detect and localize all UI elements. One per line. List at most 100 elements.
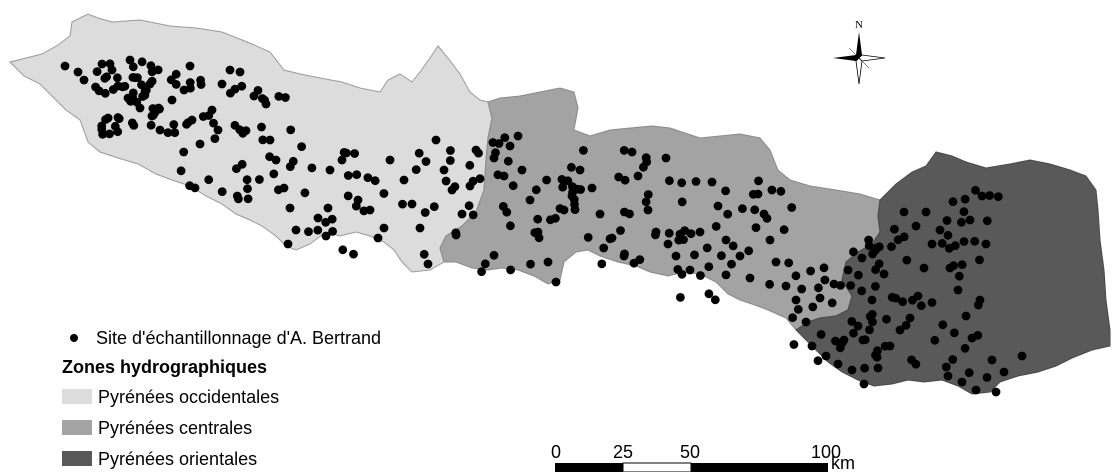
- sampling-site-dot: [129, 121, 139, 130]
- sampling-site-dot: [155, 125, 165, 135]
- sampling-site-dot: [185, 61, 195, 71]
- sampling-site-dot: [101, 115, 110, 124]
- sampling-site-dot: [820, 275, 830, 285]
- sampling-site-dot: [849, 328, 858, 338]
- sampling-site-dot: [373, 233, 383, 243]
- sampling-site-dot: [938, 320, 948, 330]
- sampling-site-dot: [663, 239, 673, 249]
- scale-unit: km: [831, 453, 855, 472]
- sampling-site-dot: [999, 367, 1009, 377]
- sampling-site-dot: [887, 292, 897, 302]
- sampling-site-dot: [977, 191, 987, 201]
- sampling-site-dot: [480, 259, 490, 269]
- sampling-site-dot: [505, 141, 515, 151]
- sampling-site-dot: [911, 359, 921, 369]
- sampling-site-dot: [686, 229, 696, 239]
- sampling-site-dot: [323, 203, 333, 213]
- sampling-site-dot: [583, 233, 593, 242]
- legend-orientales-label: Pyrénées orientales: [98, 448, 258, 469]
- sampling-site-dot: [105, 59, 115, 69]
- sampling-site-dot: [970, 236, 980, 246]
- sampling-site-dot: [235, 67, 245, 77]
- sampling-site-dot: [128, 88, 138, 98]
- swatch-centrales: [62, 420, 92, 435]
- sampling-site-dot: [415, 223, 425, 233]
- sampling-site-dot: [713, 201, 723, 211]
- sampling-site-dot: [297, 142, 306, 152]
- sampling-site-dot: [982, 373, 992, 382]
- sampling-site-dot: [113, 113, 123, 122]
- sampling-site-dot: [833, 359, 843, 369]
- sampling-site-dot: [551, 213, 560, 223]
- sampling-site-dot: [870, 244, 880, 254]
- sampling-site-dot: [209, 118, 218, 128]
- sampling-site-dot: [255, 175, 264, 184]
- sampling-site-dot: [379, 189, 389, 198]
- sampling-site-dot: [385, 155, 395, 165]
- sampling-site-dot: [379, 223, 389, 233]
- sampling-site-dot: [555, 204, 565, 213]
- sampling-site-dot: [253, 86, 263, 95]
- sampling-site-dot: [398, 199, 407, 209]
- sampling-site-dot: [587, 183, 597, 193]
- sampling-site-dot: [343, 191, 353, 201]
- sampling-site-dot: [567, 162, 576, 172]
- sampling-site-dot: [738, 204, 747, 214]
- zone-boundary-central-east: [795, 199, 881, 331]
- sampling-site-dot: [959, 207, 969, 217]
- sampling-site-dot: [421, 157, 431, 166]
- sampling-site-dot: [991, 387, 1001, 397]
- sampling-site-dot: [423, 259, 433, 269]
- sampling-site-dot: [695, 227, 705, 237]
- sampling-site-dot: [579, 146, 588, 155]
- sampling-site-dot: [498, 202, 508, 211]
- sampling-site-dot: [619, 146, 629, 155]
- legend-item-centrales: Pyrénées centrales: [62, 412, 381, 443]
- sampling-site-dot: [651, 230, 660, 240]
- sampling-site-dot: [779, 225, 789, 235]
- sampling-site-dot: [328, 227, 337, 236]
- sampling-site-dot: [429, 202, 439, 212]
- sampling-site-dot: [971, 185, 980, 195]
- sampling-site-dot: [784, 258, 794, 268]
- sampling-site-dot: [534, 233, 544, 243]
- sampling-site-dot: [597, 259, 607, 269]
- north-arrow-icon: N: [833, 19, 886, 85]
- sampling-site-dot: [973, 331, 983, 340]
- sampling-site-dot: [953, 285, 963, 295]
- sampling-sites: [60, 55, 1027, 397]
- sampling-site-dot: [893, 235, 903, 245]
- sampling-site-dot: [370, 176, 380, 186]
- sampling-site-dot: [808, 302, 818, 312]
- sampling-site-dot: [445, 156, 455, 165]
- sampling-site-dot: [257, 122, 266, 132]
- sampling-site-dot: [671, 251, 681, 261]
- sampling-site-dot: [815, 293, 825, 303]
- sampling-site-dot: [721, 270, 731, 280]
- sampling-site-dot: [696, 271, 705, 280]
- sampling-site-dot: [620, 207, 629, 217]
- sampling-site-dot: [711, 222, 721, 231]
- sampling-site-dot: [150, 107, 160, 117]
- sampling-site-dot: [79, 75, 89, 85]
- sampling-site-dot: [450, 182, 460, 192]
- sampling-site-dot: [265, 152, 274, 162]
- sampling-site-dot: [163, 128, 173, 138]
- sampling-site-dot: [196, 75, 206, 85]
- sampling-site-dot: [321, 217, 331, 227]
- sampling-site-dot: [217, 187, 227, 197]
- sampling-site-dot: [526, 259, 535, 269]
- legend-sampling-site-label: Site d'échantillonnage d'A. Bertrand: [96, 327, 382, 348]
- legend-item-orientales: Pyrénées orientales: [62, 443, 381, 474]
- sampling-site-dot: [806, 266, 815, 276]
- sampling-site-dot: [419, 249, 429, 259]
- sampling-site-dot: [857, 253, 867, 263]
- sampling-site-dot: [987, 355, 997, 365]
- sampling-site-dot: [475, 174, 485, 184]
- sampling-site-dot: [468, 176, 478, 186]
- sampling-site-dot: [873, 363, 883, 373]
- sampling-site-dot: [286, 125, 296, 135]
- sampling-site-dot: [873, 346, 882, 356]
- sampling-site-dot: [868, 317, 877, 327]
- sampling-site-dot: [98, 129, 107, 139]
